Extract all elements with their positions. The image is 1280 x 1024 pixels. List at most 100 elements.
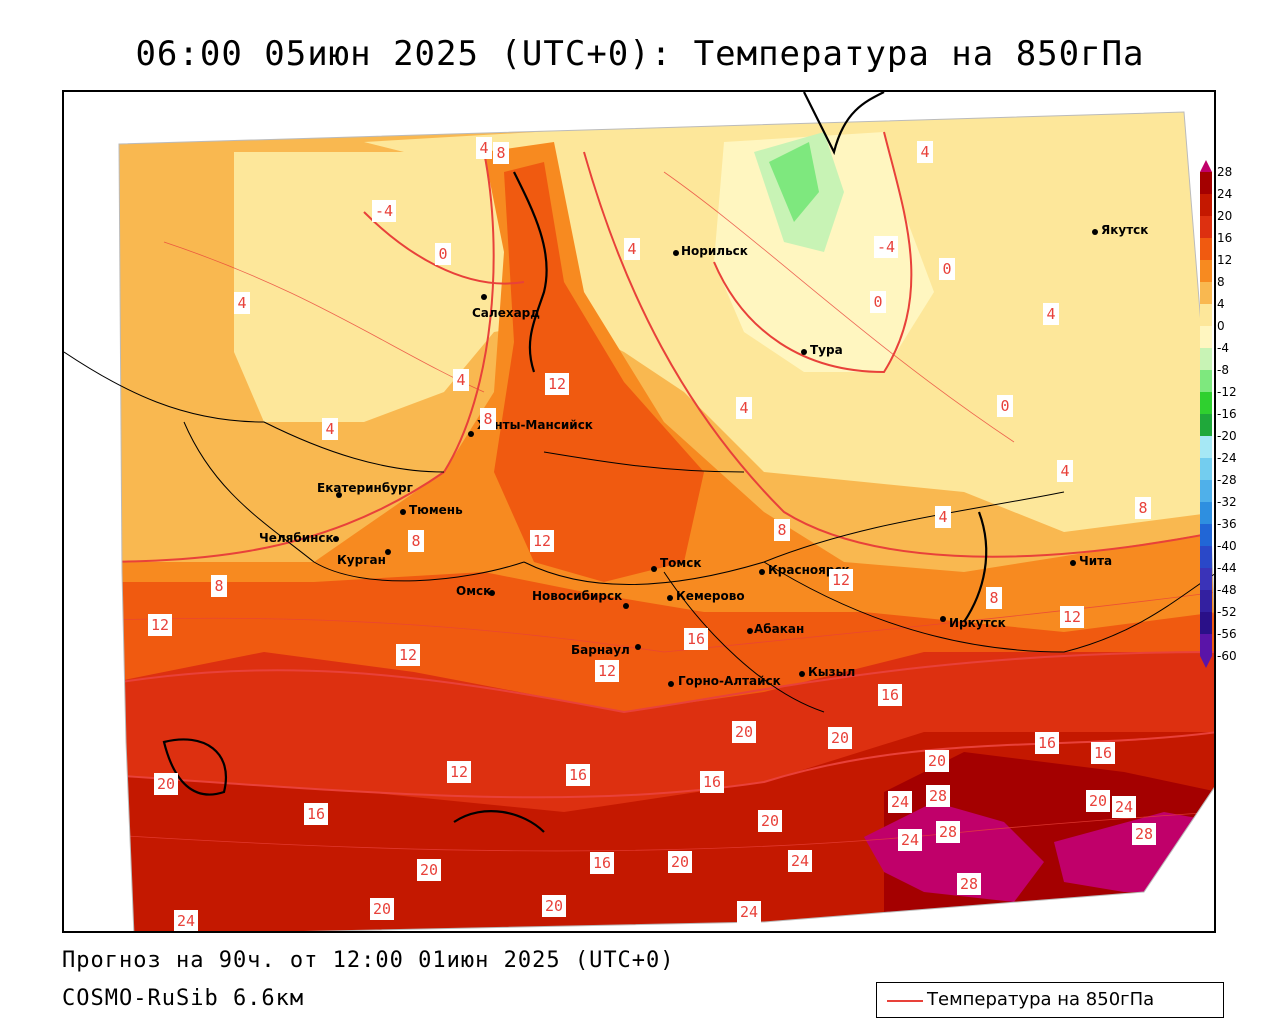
svg-text:Норильск: Норильск: [681, 244, 748, 258]
svg-text:20: 20: [761, 812, 779, 830]
svg-text:16: 16: [307, 805, 325, 823]
isotherm-label: 16: [304, 803, 328, 825]
isotherm-label: 12: [396, 644, 420, 666]
svg-text:4: 4: [456, 371, 465, 389]
svg-text:4: 4: [1046, 305, 1055, 323]
isotherm-label: 16: [700, 771, 724, 793]
scale-tick-label: -4: [1217, 341, 1229, 355]
scale-swatch: [1200, 282, 1212, 304]
city-kurgan: Курган: [337, 549, 391, 567]
city-tomsk: Томск: [651, 556, 702, 572]
isotherm-label: 24: [1112, 796, 1136, 818]
scale-top-arrow: [1200, 160, 1212, 172]
svg-text:Чита: Чита: [1079, 554, 1112, 568]
svg-text:20: 20: [373, 900, 391, 918]
scale-tick-label: -8: [1217, 363, 1229, 377]
svg-text:Горно-Алтайск: Горно-Алтайск: [678, 674, 781, 688]
isotherm-label: 8: [211, 575, 227, 597]
isotherm-label: 28: [957, 873, 981, 895]
svg-text:12: 12: [151, 616, 169, 634]
svg-text:Екатеринбург: Екатеринбург: [317, 481, 413, 495]
isotherm-label: 12: [545, 373, 569, 395]
svg-text:12: 12: [1063, 608, 1081, 626]
isotherm-label: 4: [476, 137, 492, 159]
svg-text:12: 12: [598, 662, 616, 680]
color-scale: 28 24 20 16 12 8 4 0 -4 -8 -12 -16 -20 -24 -28 -32 -36 -4…: [1200, 160, 1237, 668]
model-name: COSMO-RuSib 6.6км: [62, 986, 305, 1011]
svg-text:28: 28: [1135, 825, 1153, 843]
svg-text:12: 12: [450, 763, 468, 781]
svg-text:16: 16: [703, 773, 721, 791]
scale-tick-label: -28: [1217, 473, 1237, 487]
svg-text:Иркутск: Иркутск: [949, 616, 1006, 630]
isotherm-label: 20: [542, 895, 566, 917]
svg-text:8: 8: [496, 144, 505, 162]
temperature-map[interactable]: Салехард Норильск Якутск Тура Ханты-Манс…: [62, 90, 1216, 933]
isotherm-label: 20: [732, 721, 756, 743]
svg-text:8: 8: [483, 410, 492, 428]
svg-text:0: 0: [438, 245, 447, 263]
city-chelyabinsk: Челябинск: [259, 531, 339, 545]
svg-text:12: 12: [399, 646, 417, 664]
isotherm-label: -4: [372, 200, 396, 222]
svg-text:8: 8: [214, 577, 223, 595]
isotherm-label: 0: [435, 243, 451, 265]
isotherm-label: 12: [1060, 606, 1084, 628]
svg-text:24: 24: [901, 831, 919, 849]
isotherm-label: 28: [936, 821, 960, 843]
svg-text:Абакан: Абакан: [754, 622, 804, 636]
city-chita: Чита: [1070, 554, 1112, 568]
city-gorno-altaysk: Горно-Алтайск: [668, 674, 781, 688]
scale-bottom-arrow: [1200, 656, 1212, 668]
isotherm-label: 24: [737, 901, 761, 923]
isotherm-label: 0: [870, 291, 886, 313]
isotherm-label: 20: [668, 851, 692, 873]
isotherm-label: 8: [493, 142, 509, 164]
isotherm-label: 16: [878, 684, 902, 706]
scale-tick-label: 16: [1217, 231, 1232, 245]
scale-tick-label: 28: [1217, 165, 1232, 179]
isotherm-label: 20: [154, 773, 178, 795]
svg-text:4: 4: [479, 139, 488, 157]
scale-swatch: [1200, 502, 1212, 524]
svg-text:0: 0: [1000, 397, 1009, 415]
svg-text:0: 0: [942, 260, 951, 278]
scale-tick-label: 4: [1217, 297, 1225, 311]
svg-text:20: 20: [1089, 792, 1107, 810]
scale-tick-label: -48: [1217, 583, 1237, 597]
scale-swatch: [1200, 172, 1212, 194]
svg-text:20: 20: [545, 897, 563, 915]
svg-text:8: 8: [989, 589, 998, 607]
svg-text:4: 4: [237, 294, 246, 312]
svg-text:16: 16: [1038, 734, 1056, 752]
svg-text:24: 24: [740, 903, 758, 921]
isotherm-label: 24: [174, 910, 198, 931]
scale-swatch: [1200, 480, 1212, 502]
city-salekhard: Салехард: [472, 294, 540, 320]
svg-text:20: 20: [671, 853, 689, 871]
svg-text:Кызыл: Кызыл: [808, 665, 855, 679]
city-khanty-mansiysk: Ханты-Мансийск: [468, 418, 593, 437]
isotherm-label: 4: [322, 418, 338, 440]
svg-text:Салехард: Салехард: [472, 306, 540, 320]
city-abakan: Абакан: [747, 622, 804, 636]
scale-tick-label: -56: [1217, 627, 1237, 641]
scale-tick-label: 0: [1217, 319, 1225, 333]
isotherm-label: 28: [1132, 823, 1156, 845]
city-tura: Тура: [801, 343, 843, 357]
svg-text:28: 28: [929, 787, 947, 805]
scale-tick-label: -20: [1217, 429, 1237, 443]
scale-swatch: [1200, 414, 1212, 436]
scale-swatch: [1200, 546, 1212, 568]
svg-text:Барнаул: Барнаул: [571, 643, 630, 657]
svg-text:Тура: Тура: [810, 343, 843, 357]
isotherm-label: -4: [874, 236, 898, 258]
isotherm-label: 24: [888, 791, 912, 813]
svg-text:24: 24: [891, 793, 909, 811]
svg-text:16: 16: [593, 854, 611, 872]
isotherm-label: 4: [624, 238, 640, 260]
svg-text:Омск: Омск: [456, 584, 491, 598]
svg-text:4: 4: [938, 508, 947, 526]
scale-swatch: [1200, 436, 1212, 458]
isotherm-label: 20: [1086, 790, 1110, 812]
